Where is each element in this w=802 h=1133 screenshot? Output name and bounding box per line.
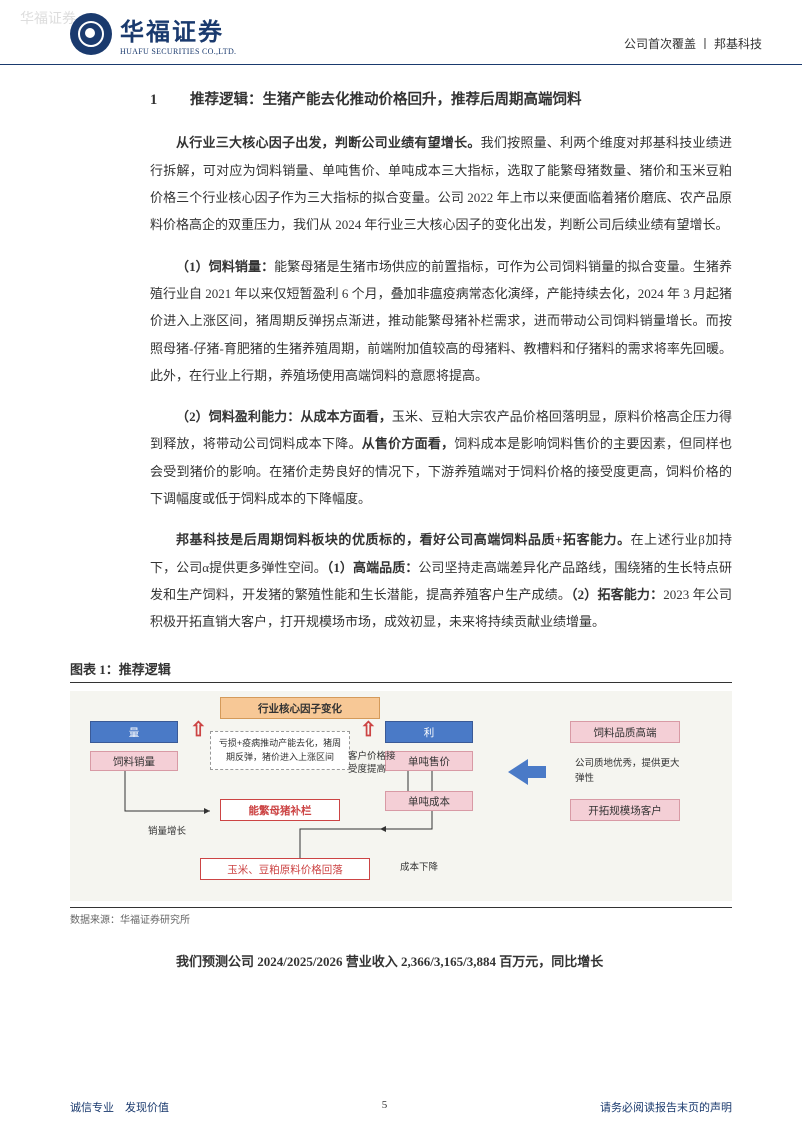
- label-cost-down: 成本下降: [400, 859, 438, 873]
- arrow-up-icon: ⇧: [190, 717, 207, 742]
- forecast-text: 我们预测公司 2024/2025/2026 营业收入 2,366/3,165/3…: [176, 954, 603, 969]
- para-4-bold3: （2）拓客能力：: [571, 587, 663, 602]
- para-3: （2）饲料盈利能力：从成本方面看，玉米、豆粕大宗农产品价格回落明显，原料价格高企…: [150, 403, 732, 512]
- box-quality: 饲料品质高端: [570, 721, 680, 743]
- page-header: 华福证券 HUAFU SECURITIES CO.,LTD. 公司首次覆盖 丨 …: [0, 0, 802, 65]
- footer-right: 请务必阅读报告末页的声明: [600, 1099, 732, 1115]
- label-price-accept: 客户价格接受度提高: [348, 751, 398, 776]
- logo-group: 华福证券 HUAFU SECURITIES CO.,LTD.: [70, 12, 236, 56]
- para-3-bold2: 从售价方面看，: [362, 436, 455, 451]
- side-note: 公司质地优秀，提供更大弹性: [575, 757, 685, 786]
- forecast-para: 我们预测公司 2024/2025/2026 营业收入 2,366/3,165/3…: [0, 926, 802, 975]
- para-4-lead: 邦基科技是后周期饲料板块的优质标的，看好公司高端饲料品质+拓客能力。: [176, 532, 631, 547]
- footer-left: 诚信专业 发现价值: [70, 1099, 169, 1115]
- page-footer: 诚信专业 发现价值 5 请务必阅读报告末页的声明: [0, 1099, 802, 1115]
- para-1: 从行业三大核心因子出发，判断公司业绩有望增长。我们按照量、利两个维度对邦基科技业…: [150, 129, 732, 238]
- para-4-bold2: （1）高端品质：: [327, 560, 419, 575]
- box-feed-sales: 饲料销量: [90, 751, 178, 771]
- label-sales-growth: 销量增长: [148, 823, 186, 837]
- big-arrow-icon: [508, 759, 528, 785]
- header-subtitle: 公司首次覆盖 丨 邦基科技: [624, 35, 762, 56]
- arrow-up-icon-2: ⇧: [360, 717, 377, 742]
- box-dashed-note: 亏损+疫病推动产能去化，猪周期反弹，猪价进入上涨区间: [210, 731, 350, 770]
- box-raw-price: 玉米、豆粕原料价格回落: [200, 858, 370, 880]
- logo-icon: [70, 13, 112, 55]
- para-2-body: 能繁母猪是生猪市场供应的前置指标，可作为公司饲料销量的拟合变量。生猪养殖行业自 …: [150, 259, 732, 383]
- section-heading: 推荐逻辑：生猪产能去化推动价格回升，推荐后周期高端饲料: [190, 92, 582, 108]
- logo-en: HUAFU SECURITIES CO.,LTD.: [120, 47, 236, 56]
- para-2: （1）饲料销量：能繁母猪是生猪市场供应的前置指标，可作为公司饲料销量的拟合变量。…: [150, 253, 732, 389]
- logo-cn: 华福证券: [120, 12, 236, 47]
- box-unit-price: 单吨售价: [385, 751, 473, 771]
- figure-title: 图表 1：推荐逻辑: [70, 659, 732, 683]
- box-profit: 利: [385, 721, 473, 743]
- box-volume: 量: [90, 721, 178, 743]
- section-number: 1: [150, 85, 190, 115]
- para-2-lead: （1）饲料销量：: [176, 259, 274, 274]
- box-core-change: 行业核心因子变化: [220, 697, 380, 719]
- box-expand: 开拓规模场客户: [570, 799, 680, 821]
- section-title: 1推荐逻辑：生猪产能去化推动价格回升，推荐后周期高端饲料: [150, 85, 732, 115]
- figure-section: 图表 1：推荐逻辑 行业核心因子变化 量 ⇧ 利 ⇧ 饲料销量 亏损+疫病推动产…: [0, 659, 802, 926]
- figure-source: 数据来源：华福证券研究所: [70, 907, 732, 926]
- main-content: 1推荐逻辑：生猪产能去化推动价格回升，推荐后周期高端饲料 从行业三大核心因子出发…: [0, 65, 802, 659]
- page-number: 5: [382, 1099, 388, 1115]
- diagram: 行业核心因子变化 量 ⇧ 利 ⇧ 饲料销量 亏损+疫病推动产能去化，猪周期反弹，…: [70, 691, 732, 901]
- box-sow-replenish: 能繁母猪补栏: [220, 799, 340, 821]
- para-4: 邦基科技是后周期饲料板块的优质标的，看好公司高端饲料品质+拓客能力。在上述行业β…: [150, 526, 732, 635]
- para-3-lead: （2）饲料盈利能力：从成本方面看，: [176, 409, 392, 424]
- box-unit-cost: 单吨成本: [385, 791, 473, 811]
- para-1-lead: 从行业三大核心因子出发，判断公司业绩有望增长。: [176, 135, 481, 150]
